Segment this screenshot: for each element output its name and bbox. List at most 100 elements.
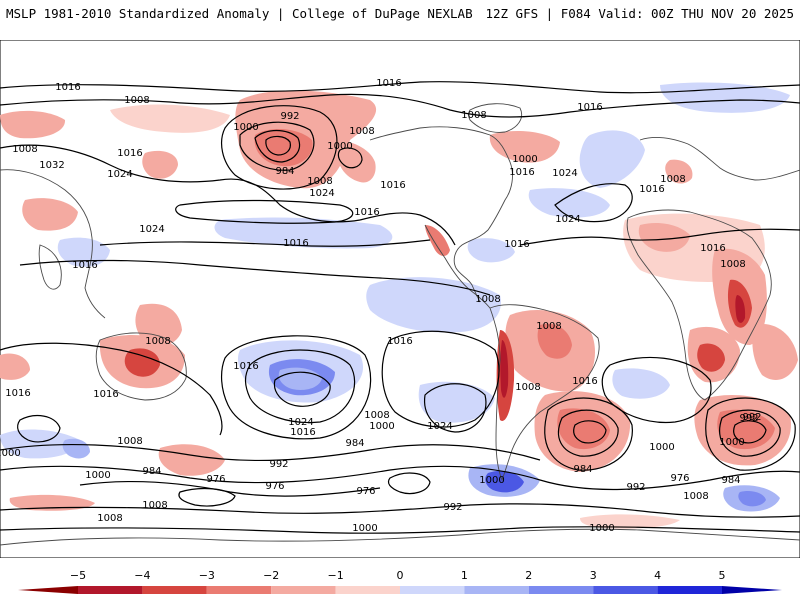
anomaly-indian-ocean-west — [0, 353, 30, 380]
coast-south-america — [489, 304, 600, 482]
anomaly-labrador — [489, 130, 560, 163]
colorbar-segment — [464, 586, 529, 594]
colorbar-tick-label: 1 — [461, 569, 468, 582]
colorbar-segment — [206, 586, 272, 594]
isobar-label: 1008 — [461, 110, 486, 121]
isobar-contours — [0, 81, 800, 534]
isobar-s-indian-low-3 — [705, 397, 796, 471]
isobar-subtrop-nh-1024 — [175, 199, 354, 224]
isobar-label: 992 — [280, 111, 299, 122]
isobar-label: 1000 — [479, 475, 504, 486]
anomaly-gulf-mexico — [467, 238, 515, 263]
anomaly-antarctic-strip — [580, 514, 680, 529]
anomaly-colorbar: −5 −4 −3 −2 −1 0 1 2 3 4 5 — [18, 569, 782, 594]
isobar-label: 1008 — [307, 176, 332, 187]
colorbar-segment — [335, 586, 400, 594]
anomaly-antarctic-indian-core — [738, 490, 766, 507]
colorbar-arrow-right — [722, 586, 782, 594]
colorbar-segment — [271, 586, 336, 594]
isobar-label: 1000 — [0, 448, 21, 459]
anomaly-s-atlantic-core — [557, 408, 610, 450]
colorbar-tick-label: −3 — [199, 569, 215, 582]
isobar-label: 1008 — [124, 95, 149, 106]
coast-europe — [639, 137, 800, 181]
anomaly-central-pacific — [366, 277, 501, 333]
isobar-label: 1008 — [475, 294, 500, 305]
isobar-n-atlantic-1016 — [519, 228, 800, 246]
isobar-southern-992 — [0, 465, 800, 491]
isobar-s-pacific-high-1008 — [221, 335, 372, 440]
isobar-label: 1016 — [380, 180, 405, 191]
coast-africa — [626, 209, 772, 401]
isobar-s-indian-low-2 — [719, 409, 781, 457]
colorbar-tick-label: −4 — [134, 569, 150, 582]
isobar-label: 1016 — [504, 239, 529, 250]
isobar-label: 984 — [345, 438, 364, 449]
isobar-east-pacific-1016 — [381, 330, 500, 428]
isobar-label: 1024 — [309, 188, 334, 199]
anomaly-drake-core — [485, 470, 524, 493]
isobar-label: 1032 — [39, 160, 64, 171]
isobar-southern-976 — [178, 487, 236, 507]
anomaly-indonesia — [135, 303, 182, 346]
anomaly-southern-west — [0, 429, 80, 459]
isobar-label: 1016 — [376, 78, 401, 89]
isobar-label: 1008 — [97, 513, 122, 524]
anomaly-east-pacific-mid — [418, 381, 495, 423]
colorbar-ticks: −5 −4 −3 −2 −1 0 1 2 3 4 5 — [70, 569, 726, 582]
isobar-label: 1000 — [649, 442, 674, 453]
isobar-east-pacific-1024 — [424, 383, 487, 433]
isobar-north-1016 — [0, 81, 800, 94]
anomaly-north-atlantic-band — [528, 188, 610, 218]
isobar-s-atlantic-high — [601, 356, 712, 424]
isobar-label: 1016 — [577, 102, 602, 113]
isobar-label: 1016 — [290, 427, 315, 438]
colorbar-arrow-left — [18, 586, 78, 594]
isobar-antarctic-1000 — [0, 503, 800, 518]
isobar-label: 1008 — [515, 382, 540, 393]
isobar-label: 1024 — [139, 224, 164, 235]
isobar-label: 1000 — [85, 470, 110, 481]
isobar-label: 976 — [265, 481, 284, 492]
isobar-s-atlantic-low-3 — [544, 397, 633, 471]
isobar-label: 992 — [626, 482, 645, 493]
isobar-n-atlantic-1024 — [554, 183, 633, 223]
coast-north-america — [369, 126, 513, 303]
isobar-s-pacific-high-1016 — [244, 349, 356, 424]
anomaly-tropical-band — [214, 217, 393, 249]
isobar-label: 992 — [739, 413, 758, 424]
isobar-label: 1008 — [145, 336, 170, 347]
isobar-label: 1016 — [639, 184, 664, 195]
isobar-label: 1000 — [327, 141, 352, 152]
colorbar-tick-label: −2 — [263, 569, 279, 582]
anomaly-map: 1016 1008 1008 1016 1032 1024 1024 1016 … — [0, 40, 800, 558]
coastlines — [0, 103, 800, 546]
isobar-label: 1000 — [233, 122, 258, 133]
isobar-label: 1016 — [5, 388, 30, 399]
isobar-label: 984 — [573, 464, 592, 475]
coast-greenland — [468, 103, 523, 133]
isobar-label: 1008 — [683, 491, 708, 502]
isobar-nw-pacific-low-outer — [221, 105, 338, 190]
isobar-label: 1016 — [283, 238, 308, 249]
isobar-tropical-1016 — [99, 239, 431, 247]
coast-central-america — [424, 224, 491, 309]
colorbar-tick-label: 0 — [397, 569, 404, 582]
isobar-antarctic-1008 — [0, 526, 800, 534]
colorbar-segment — [142, 586, 207, 594]
isobar-south-pacific-ring — [17, 414, 61, 443]
isobar-label: 1024 — [555, 214, 580, 225]
isobar-label: 1016 — [354, 207, 379, 218]
anomaly-europe-small — [665, 159, 693, 184]
coast-india — [38, 244, 62, 290]
isobar-label: 1024 — [427, 421, 452, 432]
isobar-label: 1024 — [288, 417, 313, 428]
colorbar-segment — [528, 586, 594, 594]
anomaly-west-pacific — [110, 104, 230, 133]
positive-anomaly-fields — [0, 82, 790, 512]
map-title: MSLP 1981-2010 Standardized Anomaly | Co… — [6, 6, 473, 21]
coast-antarctica — [0, 528, 800, 546]
isobar-label: 1016 — [387, 336, 412, 347]
isobar-label: 976 — [206, 474, 225, 485]
isobar-label: 1008 — [349, 126, 374, 137]
